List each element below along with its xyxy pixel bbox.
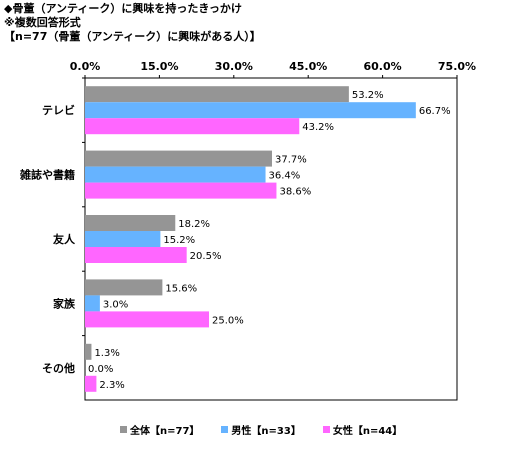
legend-item-female: 女性【n=44】 [322, 422, 403, 437]
data-label: 20.5% [190, 251, 222, 262]
bar-2-1 [85, 182, 277, 199]
chart-header: ◆骨董（アンティーク）に興味を持ったきっかけ ※複数回答形式 【n=77（骨董（… [4, 2, 261, 44]
legend-item-all: 全体【n=77】 [120, 422, 199, 437]
data-label: 18.2% [178, 219, 210, 230]
bar-2-3 [85, 311, 209, 328]
legend-item-male: 男性【n=33】 [221, 422, 301, 437]
bar-0-1 [85, 150, 272, 167]
data-label: 66.7% [419, 106, 451, 117]
bar-chart: 0.0% 15.0% 30.0% 45.0% 60.0% 75.0% テレビ 53.2% 66.… [19, 60, 476, 401]
chart-base: 【n=77（骨董（アンティーク）に興味がある人）】 [4, 30, 261, 43]
data-label: 53.2% [352, 90, 384, 101]
x-tick-label: 30.0% [215, 60, 253, 73]
bar-1-3 [85, 295, 100, 312]
data-label: 0.0% [88, 364, 113, 375]
bar-1-2 [85, 231, 161, 247]
legend-label-female: 女性【n=44】 [332, 426, 403, 437]
data-label: 25.0% [212, 315, 244, 326]
category-label: 雑誌や書籍 [19, 168, 75, 182]
data-label: 37.7% [275, 155, 307, 166]
category-label: 家族 [53, 296, 76, 310]
category-label: 友人 [53, 232, 76, 246]
chart-title: ◆骨董（アンティーク）に興味を持ったきっかけ [4, 2, 242, 15]
data-label: 2.3% [99, 380, 124, 391]
x-tick-label: 60.0% [364, 60, 402, 73]
bar-0-2 [85, 215, 176, 231]
legend-label-all: 全体【n=77】 [130, 426, 200, 437]
bar-1-1 [85, 166, 266, 183]
x-tick-label: 0.0% [70, 60, 101, 73]
bar-2-4 [85, 375, 97, 392]
category-label: その他 [42, 361, 75, 375]
x-tick-label: 15.0% [140, 60, 178, 73]
x-tick-label: 75.0% [438, 60, 476, 73]
bar-0-3 [85, 279, 163, 296]
chart-legend: 全体【n=77】 男性【n=33】 女性【n=44】 [120, 422, 402, 437]
data-label: 15.2% [163, 235, 195, 246]
bar-0-4 [85, 343, 92, 360]
chart-note: ※複数回答形式 [4, 16, 81, 29]
category-label: テレビ [42, 103, 75, 117]
data-label: 38.6% [279, 187, 311, 198]
data-label: 15.6% [165, 283, 197, 294]
bar-1-0 [85, 102, 416, 119]
legend-label-male: 男性【n=33】 [231, 426, 301, 437]
bar-2-2 [85, 247, 187, 263]
legend-swatch-female [322, 426, 330, 433]
data-label: 36.4% [269, 171, 301, 182]
bar-0-0 [85, 86, 349, 103]
data-label: 3.0% [103, 299, 128, 310]
bar-2-0 [85, 118, 300, 135]
x-tick-label: 45.0% [289, 60, 327, 73]
data-label: 1.3% [94, 348, 119, 359]
data-label: 43.2% [302, 122, 334, 133]
legend-swatch-male [221, 426, 229, 433]
legend-swatch-all [120, 426, 127, 433]
